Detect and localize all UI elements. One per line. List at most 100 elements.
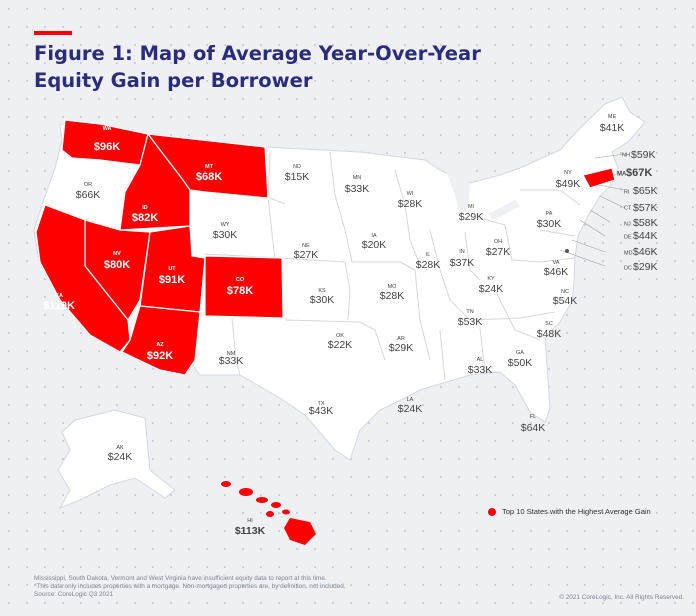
state-abbr: AL: [477, 357, 484, 363]
state-label-il: IL$28K: [416, 252, 441, 271]
state-label-ga: GA$50K: [508, 350, 533, 369]
note-insufficient-data: Mississippi, South Dakota, Vermont and W…: [34, 575, 327, 582]
state-label-or: OR$66K: [76, 182, 101, 201]
state-abbr: KS: [318, 288, 326, 294]
state-abbr: GA: [516, 350, 524, 356]
state-abbr: IN: [459, 249, 465, 255]
state-label-wy: WY$30K: [213, 222, 238, 241]
state-abbr: UT: [168, 266, 176, 272]
state-label-tx: TX$43K: [309, 401, 334, 417]
state-value: $22K: [328, 339, 353, 351]
state-value: $28K: [380, 290, 405, 302]
state-abbr: VA: [553, 260, 560, 266]
state-abbr: TN: [466, 309, 473, 315]
state-abbr: MT: [205, 164, 214, 170]
state-label-co: CO $78K: [227, 277, 253, 297]
state-value: $37K: [450, 257, 475, 269]
top10-states: [35, 119, 616, 376]
state-abbr: CO: [236, 277, 245, 283]
state-label-ia: IA$20K: [362, 233, 387, 251]
state-value: $29K: [389, 342, 414, 354]
state-label-ar: AR$29K: [389, 336, 414, 354]
state-label-fl: FL $64K: [521, 414, 546, 434]
state-abbr: WI: [407, 191, 414, 197]
state-label-nc: NC$54K: [553, 289, 578, 307]
state-abbr: ID: [142, 205, 148, 211]
state-label-nh: NH $59K: [622, 149, 656, 161]
state-label-ut: UT $91K: [159, 266, 185, 286]
copyright: © 2021 CoreLogic, Inc. All Rights Reserv…: [559, 594, 684, 601]
state-abbr: SC: [545, 321, 553, 327]
state-label-nm: NM$33K: [219, 351, 244, 367]
state-label-ks: KS$30K: [310, 288, 335, 306]
state-abbr: MI: [468, 204, 475, 210]
state-value: $57K: [633, 202, 658, 214]
state-label-mi: MI$29K: [459, 204, 484, 223]
title-line-2: Equity Gain per Borrower: [34, 69, 313, 92]
state-label-ne: NE$27K: [294, 243, 319, 261]
state-value: $80K: [104, 259, 130, 271]
state-ma: [582, 167, 616, 189]
state-label-md: MD $46K: [624, 246, 658, 258]
state-id: [119, 132, 191, 231]
state-label-ky: KY$24K: [479, 276, 504, 295]
state-value: $28K: [416, 259, 441, 271]
state-label-mn: MN $33K: [345, 175, 370, 195]
state-abbr: OK: [336, 333, 344, 339]
state-abbr: MD: [624, 251, 633, 257]
state-value: $43K: [309, 405, 334, 417]
state-value: $15K: [285, 171, 310, 183]
legend-red-dot-icon: [488, 507, 496, 516]
state-value: $54K: [553, 295, 578, 307]
state-label-ca: CA$119K: [43, 293, 75, 312]
state-abbr: WY: [221, 222, 230, 228]
state-value: $24K: [108, 451, 133, 463]
title-line-1: Figure 1: Map of Average Year-Over-Year: [34, 42, 481, 65]
state-label-dc: DC $29K: [624, 261, 658, 273]
state-label-ct: CT $57K: [624, 202, 658, 214]
state-value: $50K: [508, 357, 533, 369]
state-value: $53K: [458, 316, 483, 328]
state-label-va: VA$46K: [544, 260, 569, 278]
state-value: $49K: [556, 178, 581, 190]
state-value: $30K: [537, 218, 562, 230]
state-abbr: ME: [608, 114, 617, 120]
state-label-nj: NJ $58K: [624, 217, 658, 229]
map-title: Figure 1: Map of Average Year-Over-Year …: [34, 40, 554, 94]
state-value: $113K: [235, 525, 266, 537]
state-abbr: NV: [113, 251, 121, 257]
state-value: $78K: [227, 285, 253, 297]
note-source: Source: CoreLogic Q3 2021: [34, 591, 114, 599]
state-value: $59K: [631, 149, 656, 161]
state-label-sc: SC$48K: [537, 321, 562, 340]
state-labels: WA$96KOR$66KCA$119KID$82KNV$80KMT$68KWY$…: [43, 114, 657, 537]
state-label-mt: MT$68K: [196, 164, 222, 183]
state-label-id: ID$82K: [132, 205, 158, 224]
legend-label: Top 10 States with the Highest Average G…: [502, 507, 651, 516]
state-abbr: NE: [302, 243, 310, 249]
state-abbr: AR: [397, 336, 405, 342]
state-abbr: AZ: [156, 342, 164, 348]
state-value: $33K: [219, 355, 244, 367]
state-abbr: OR: [84, 182, 92, 188]
dc-dot: [565, 249, 569, 253]
state-abbr: OH: [494, 239, 502, 245]
state-abbr: NY: [564, 170, 572, 176]
state-label-ma: MA $67K: [617, 167, 652, 179]
hawaii: [221, 481, 316, 545]
state-value: $67K: [626, 167, 652, 179]
note-mortgage-only: *This data only includes properties with…: [34, 583, 346, 591]
state-abbr: NM: [227, 351, 236, 357]
state-value: $33K: [468, 364, 493, 376]
state-abbr: WA: [103, 126, 112, 132]
state-label-ak: AK$24K: [108, 445, 133, 463]
state-abbr: LA: [407, 397, 414, 403]
state-label-wa: WA $96K: [94, 126, 120, 153]
state-abbr: FL: [530, 414, 536, 420]
state-label-ri: RI $65K: [624, 185, 658, 197]
state-label-wi: WI$28K: [398, 191, 423, 210]
state-value: $29K: [459, 211, 484, 223]
state-value: $91K: [159, 274, 185, 286]
state-label-ok: OK$22K: [328, 333, 353, 351]
